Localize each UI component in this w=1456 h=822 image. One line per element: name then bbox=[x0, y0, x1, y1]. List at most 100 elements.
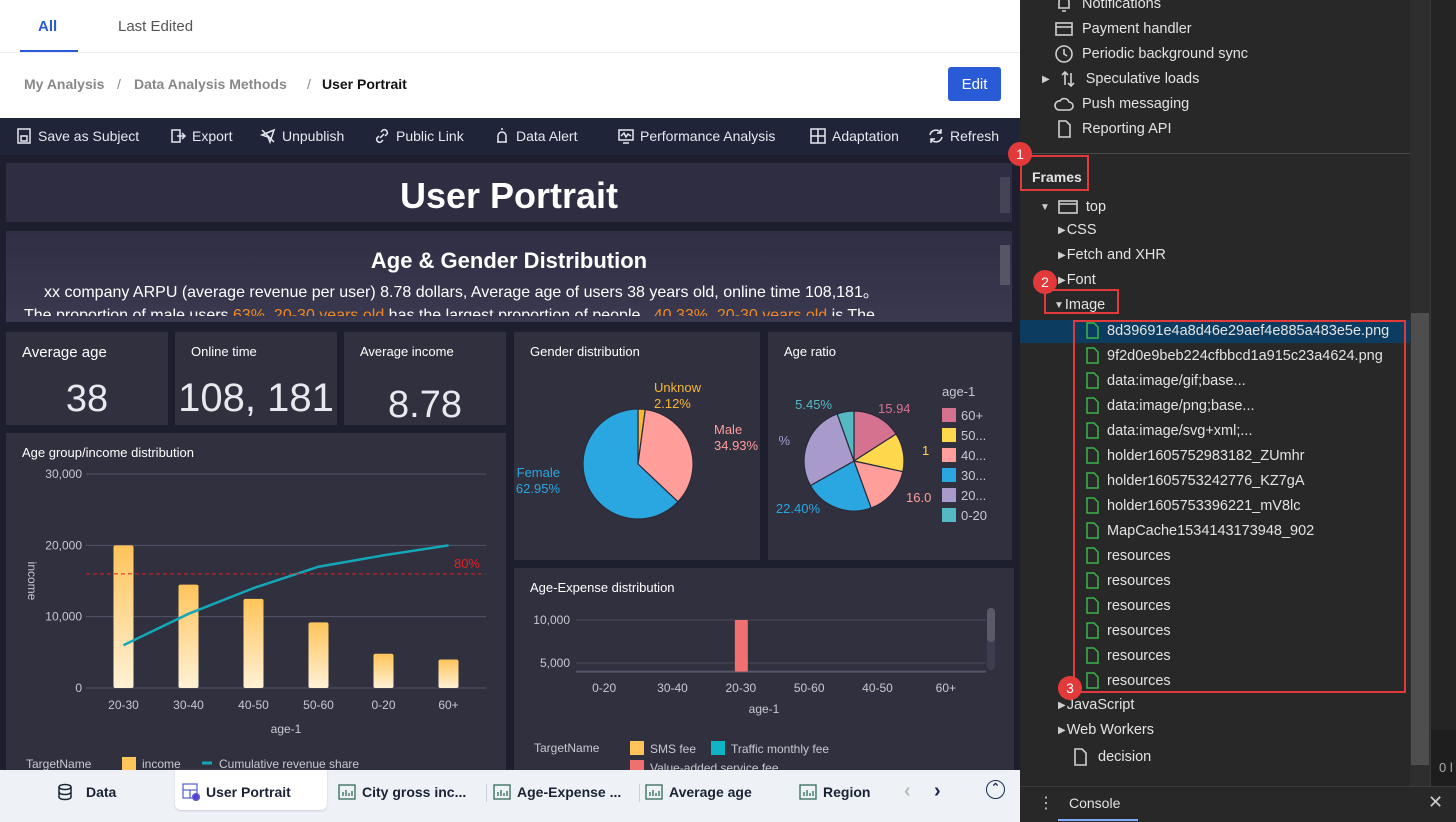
tree-item-font[interactable]: ▶ Font bbox=[1058, 272, 1096, 288]
tree-item-top-frame[interactable]: ▼ top bbox=[1040, 197, 1106, 217]
label: data:image/png;base... bbox=[1107, 397, 1255, 414]
export-button[interactable]: Export bbox=[170, 128, 232, 144]
expand-arrow-icon[interactable]: ▶ bbox=[1058, 249, 1066, 261]
performance-icon bbox=[618, 129, 634, 144]
image-resource-item[interactable]: resources bbox=[1086, 597, 1171, 614]
scroll-left-icon[interactable]: ‹ bbox=[904, 780, 911, 802]
expand-arrow-icon[interactable]: ▶ bbox=[1058, 274, 1066, 286]
image-resource-item[interactable]: 8d39691e4a8d46e29aef4e885a483e5e.png bbox=[1086, 322, 1389, 339]
adaptation-icon bbox=[810, 128, 826, 144]
breadcrumb-my-analysis[interactable]: My Analysis bbox=[24, 76, 105, 92]
unpublish-icon bbox=[260, 128, 276, 144]
tree-item-reporting-api[interactable]: Reporting API bbox=[1054, 119, 1171, 139]
age-ratio-pie: 15.94 1 16.0 22.40%% 5.45% age-1 60+ 50... 40...… bbox=[776, 384, 987, 523]
tree-item-payment-handler[interactable]: Payment handler bbox=[1054, 19, 1192, 39]
collapse-up-icon[interactable]: ⌃ bbox=[986, 780, 1005, 799]
kpi-value: 38 bbox=[65, 378, 109, 420]
edit-button[interactable]: Edit bbox=[948, 67, 1001, 101]
label: Font bbox=[1066, 272, 1096, 288]
close-drawer-icon[interactable]: ✕ bbox=[1428, 792, 1444, 812]
unpublish-button[interactable]: Unpublish bbox=[260, 128, 344, 144]
bottom-tab-user-portrait-content[interactable]: User Portrait bbox=[182, 783, 291, 801]
tab-separator bbox=[639, 784, 640, 802]
tree-item-decision[interactable]: decision bbox=[1070, 747, 1151, 767]
tab-all[interactable]: All bbox=[38, 18, 58, 35]
tab-last-edited[interactable]: Last Edited bbox=[118, 18, 194, 35]
slice-label: 16.0 bbox=[906, 490, 931, 505]
x-axis-label: age-1 bbox=[749, 702, 780, 716]
y-tick-label: 10,000 bbox=[533, 613, 570, 627]
scrollbar[interactable] bbox=[1000, 177, 1010, 213]
pie-slice-30 bbox=[809, 460, 872, 512]
tree-item-css[interactable]: ▶ CSS bbox=[1058, 222, 1097, 238]
expand-arrow-icon[interactable]: ▶ bbox=[1042, 73, 1050, 85]
bottom-tab-city-gross-income[interactable]: City gross inc... bbox=[338, 783, 466, 801]
image-resource-item[interactable]: data:image/png;base... bbox=[1086, 397, 1255, 414]
tree-item-notifications[interactable]: Notifications bbox=[1054, 0, 1161, 14]
x-tick-label: 60+ bbox=[936, 681, 956, 695]
legend-swatch bbox=[630, 760, 644, 770]
image-resource-item[interactable]: 9f2d0e9beb224cfbbcd1a915c23a4624.png bbox=[1086, 347, 1383, 364]
file-icon bbox=[1086, 572, 1099, 589]
collapse-arrow-icon[interactable]: ▼ bbox=[1040, 201, 1050, 213]
legend-title: age-1 bbox=[942, 384, 975, 399]
legend-label-income: income bbox=[142, 757, 181, 770]
legend-swatch bbox=[942, 468, 956, 482]
bottom-tab-age-expense[interactable]: Age-Expense ... bbox=[493, 783, 621, 801]
data-alert-button[interactable]: Data Alert bbox=[494, 128, 577, 144]
expand-arrow-icon[interactable]: ▶ bbox=[1058, 224, 1066, 236]
expand-arrow-icon[interactable]: ▶ bbox=[1058, 724, 1066, 736]
console-tab[interactable]: Console bbox=[1069, 795, 1121, 811]
image-resource-item[interactable]: resources bbox=[1086, 547, 1171, 564]
tree-item-web-workers[interactable]: ▶ Web Workers bbox=[1058, 722, 1154, 738]
scrollbar[interactable] bbox=[1000, 245, 1010, 285]
tree-item-fetch-xhr[interactable]: ▶ Fetch and XHR bbox=[1058, 247, 1166, 263]
bottom-tab-data[interactable]: Data bbox=[56, 783, 116, 801]
image-resource-item[interactable]: resources bbox=[1086, 672, 1171, 689]
file-icon bbox=[1086, 647, 1099, 664]
tree-item-image[interactable]: ▼ Image bbox=[1054, 297, 1105, 313]
performance-analysis-button[interactable]: Performance Analysis bbox=[618, 128, 775, 144]
collapse-arrow-icon[interactable]: ▼ bbox=[1054, 299, 1064, 311]
refresh-button[interactable]: Refresh bbox=[928, 128, 999, 144]
scroll-right-icon[interactable]: › bbox=[934, 780, 941, 802]
title-widget: User Portrait bbox=[6, 163, 1012, 222]
legend-label: SMS fee bbox=[650, 742, 696, 756]
public-link-button[interactable]: Public Link bbox=[374, 128, 464, 144]
bottom-tab-region[interactable]: Region bbox=[799, 783, 870, 801]
image-resource-item[interactable]: MapCache1534143173948_902 bbox=[1086, 522, 1314, 539]
bottom-tab-average-age[interactable]: Average age bbox=[645, 783, 752, 801]
tree-item-speculative-loads[interactable]: ▶ Speculative loads bbox=[1042, 69, 1199, 89]
summary-title: Age & Gender Distribution bbox=[370, 248, 648, 273]
image-resource-item[interactable]: data:image/svg+xml;... bbox=[1086, 422, 1252, 439]
image-resource-item[interactable]: holder1605752983182_ZUmhr bbox=[1086, 447, 1305, 464]
image-resource-item[interactable]: data:image/gif;base... bbox=[1086, 372, 1246, 389]
image-resource-item[interactable]: resources bbox=[1086, 622, 1171, 639]
image-resource-item[interactable]: holder1605753396221_mV8lc bbox=[1086, 497, 1301, 514]
label: Refresh bbox=[950, 128, 1000, 144]
more-options-icon[interactable]: ⋮ bbox=[1038, 795, 1054, 812]
tree-item-periodic-background-sync[interactable]: Periodic background sync bbox=[1054, 44, 1248, 64]
text: is The bbox=[827, 307, 875, 316]
kpi-label: Average age bbox=[22, 344, 107, 361]
label: Notifications bbox=[1082, 0, 1161, 12]
expand-arrow-icon[interactable]: ▶ bbox=[1058, 699, 1066, 711]
legend-label: 50... bbox=[961, 428, 986, 443]
image-resource-item[interactable]: resources bbox=[1086, 647, 1171, 664]
chart-title: Age ratio bbox=[784, 344, 837, 359]
image-resource-item[interactable]: resources bbox=[1086, 572, 1171, 589]
adaptation-button[interactable]: Adaptation bbox=[810, 128, 899, 144]
image-resource-item[interactable]: holder1605753242776_KZ7gA bbox=[1086, 472, 1305, 489]
x-tick-label: 20-30 bbox=[108, 698, 139, 712]
breadcrumb-data-analysis-methods[interactable]: Data Analysis Methods bbox=[134, 76, 287, 92]
label: Age-Expense ... bbox=[517, 784, 622, 800]
tree-item-javascript[interactable]: ▶ JavaScript bbox=[1058, 697, 1134, 713]
bar-value-added-service-fee bbox=[734, 620, 748, 672]
frames-section-header[interactable]: Frames bbox=[1032, 169, 1082, 185]
tree-item-push-messaging[interactable]: Push messaging bbox=[1054, 94, 1189, 114]
scrollbar-thumb[interactable] bbox=[1411, 313, 1429, 765]
bottom-tab-user-portrait[interactable] bbox=[175, 770, 327, 810]
label: User Portrait bbox=[206, 784, 291, 800]
bar-income bbox=[438, 659, 459, 688]
save-as-subject-button[interactable]: Save as Subject bbox=[16, 128, 139, 144]
